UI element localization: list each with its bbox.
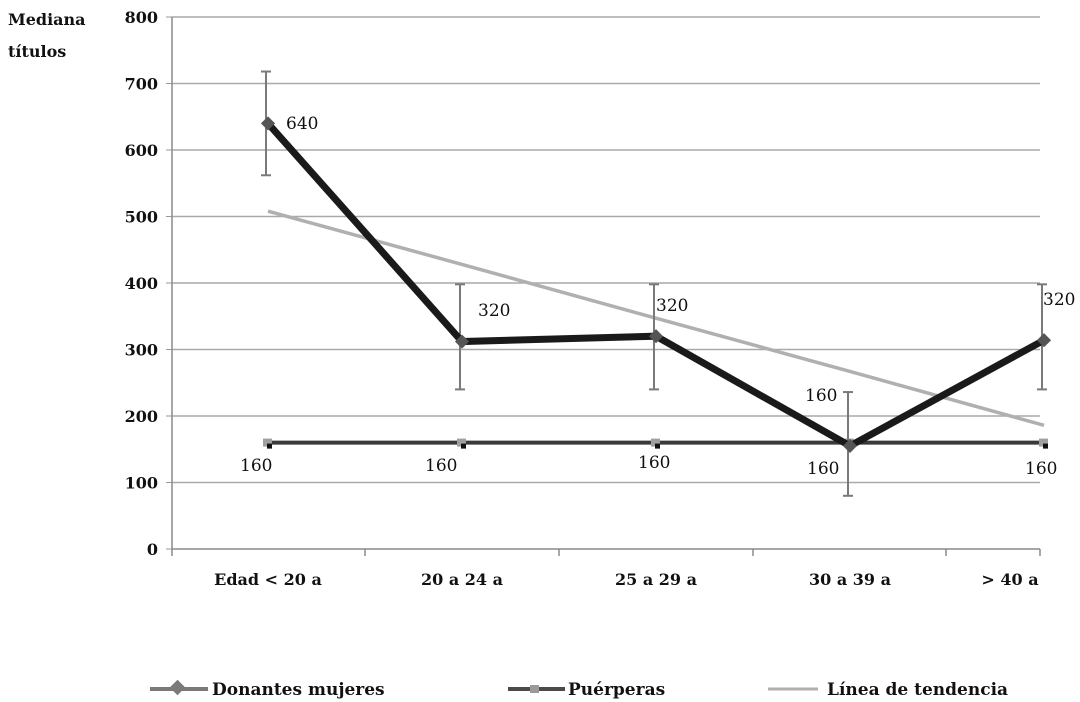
puerperas-marker xyxy=(457,438,466,447)
x-tick-label: Edad < 20 a xyxy=(214,570,322,589)
donantes-data-label: 320 xyxy=(1043,290,1075,310)
gridlines xyxy=(172,16,1040,484)
x-tick-label: 25 a 29 a xyxy=(615,570,697,589)
puerperas-marker-dot xyxy=(1043,443,1048,449)
x-tick-label: > 40 a xyxy=(981,570,1038,589)
donantes-data-label: 320 xyxy=(656,296,688,316)
puerperas-marker xyxy=(1039,438,1048,447)
donantes-marker xyxy=(454,334,470,349)
legend-item-puerperas: Puérperas xyxy=(508,680,665,700)
legend-item-donantes: Donantes mujeres xyxy=(150,679,385,700)
donantes-marker xyxy=(842,438,858,453)
y-tick-labels: 0 100 200 300 400 500 600 700 800 xyxy=(125,8,158,559)
y-axis-label-line-2: títulos xyxy=(8,42,66,61)
donantes-data-label: 640 xyxy=(286,114,318,134)
legend-label-tendencia: Línea de tendencia xyxy=(827,680,1008,700)
trend-series xyxy=(267,209,1045,427)
donantes-marker xyxy=(648,329,664,344)
legend-marker-puerperas xyxy=(530,685,539,693)
y-tick-label: 800 xyxy=(125,8,158,27)
puerperas-marker-dot xyxy=(267,443,272,449)
x-tick-label: 20 a 24 a xyxy=(421,570,503,589)
puerperas-marker-dot xyxy=(655,443,660,449)
puerperas-data-label: 160 xyxy=(638,453,670,473)
y-tick-label: 0 xyxy=(147,540,158,559)
y-tick-label: 200 xyxy=(125,407,158,426)
puerperas-marker-dot xyxy=(461,443,466,449)
y-tick-label: 600 xyxy=(125,141,158,160)
donantes-series xyxy=(260,116,1052,453)
y-tick-label: 300 xyxy=(125,341,158,360)
y-tick-label: 500 xyxy=(125,208,158,227)
puerperas-marker xyxy=(263,438,272,447)
puerperas-series xyxy=(263,438,1048,449)
y-tick-label: 100 xyxy=(125,474,158,493)
puerperas-marker xyxy=(651,438,660,447)
legend-item-tendencia: Línea de tendencia xyxy=(768,680,1008,700)
donantes-marker xyxy=(260,116,276,131)
donantes-marker xyxy=(1036,333,1052,348)
legend: Donantes mujeres Puérperas Línea de tend… xyxy=(150,679,1008,700)
y-tick-label: 700 xyxy=(125,75,158,94)
donantes-data-label: 160 xyxy=(805,386,837,406)
legend-marker-donantes xyxy=(169,679,186,696)
data-labels: 640 320 320 160 320 160 160 160 160 160 xyxy=(240,114,1075,479)
puerperas-data-label: 160 xyxy=(807,459,839,479)
puerperas-data-label: 160 xyxy=(425,456,457,476)
x-tick-labels: Edad < 20 a 20 a 24 a 25 a 29 a 30 a 39 a > … xyxy=(214,570,1038,589)
x-tick-label: 30 a 39 a xyxy=(809,570,891,589)
y-tick-label: 400 xyxy=(125,274,158,293)
puerperas-data-label: 160 xyxy=(240,456,272,476)
legend-label-puerperas: Puérperas xyxy=(568,680,665,700)
puerperas-data-label: 160 xyxy=(1025,459,1057,479)
trend-line xyxy=(267,209,1045,427)
axes xyxy=(166,16,1041,556)
donantes-data-label: 320 xyxy=(478,301,510,321)
legend-label-donantes: Donantes mujeres xyxy=(212,680,385,700)
y-axis-label-line-1: Mediana xyxy=(8,10,86,29)
